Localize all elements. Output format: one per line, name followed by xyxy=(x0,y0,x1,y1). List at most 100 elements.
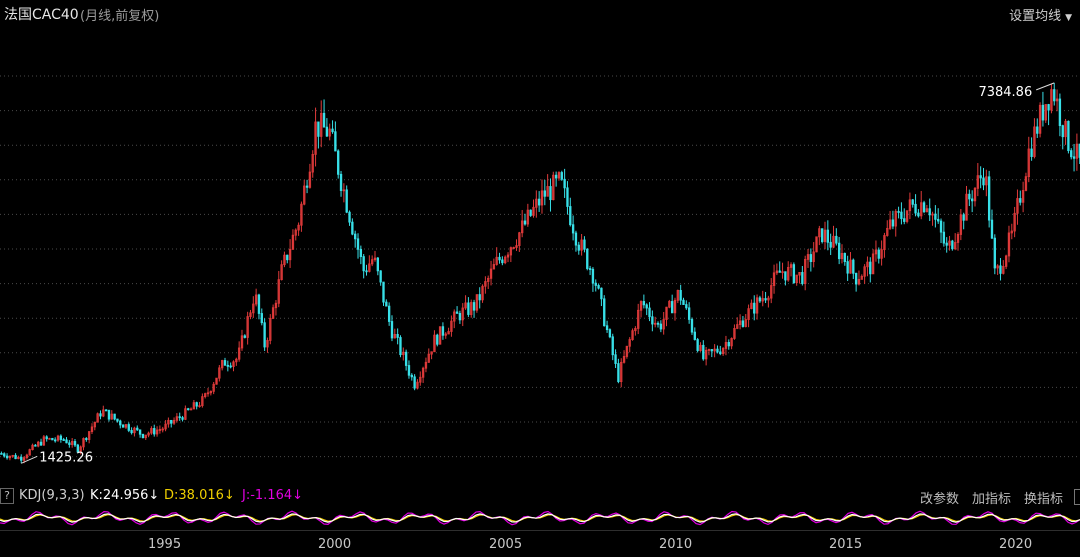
candle-body xyxy=(232,361,235,367)
candle-body xyxy=(283,254,286,266)
candle-body xyxy=(574,232,578,246)
candle-body xyxy=(900,211,903,220)
candle-body xyxy=(648,307,651,318)
candlestick xyxy=(625,345,629,359)
candlestick xyxy=(1047,103,1050,126)
candlestick xyxy=(121,424,125,428)
candlestick xyxy=(453,309,456,329)
candlestick xyxy=(416,379,419,390)
candle-body xyxy=(254,294,258,305)
candle-body xyxy=(546,186,549,197)
candlestick xyxy=(937,208,940,224)
candle-body xyxy=(441,326,445,336)
candlestick xyxy=(362,254,365,279)
candle-body xyxy=(317,121,320,137)
candlestick xyxy=(854,272,858,292)
candlestick xyxy=(755,294,759,320)
candle-body xyxy=(184,408,187,420)
candlestick xyxy=(1055,89,1059,112)
indicator-name[interactable]: KDJ(9,3,3) xyxy=(19,488,85,503)
candlestick xyxy=(673,297,677,321)
candle-body xyxy=(605,325,609,331)
x-tick-label: 2020 xyxy=(999,537,1033,552)
candle-body xyxy=(246,316,249,338)
candlestick xyxy=(588,265,592,276)
candle-body xyxy=(339,173,343,191)
candle-body xyxy=(187,408,190,411)
candlestick xyxy=(549,178,552,212)
candle-body xyxy=(849,259,852,274)
set-moving-average-button[interactable]: 设置均线 ▼ xyxy=(1009,5,1072,24)
candle-body xyxy=(537,198,541,206)
candle-body xyxy=(419,376,422,383)
candle-body xyxy=(269,317,272,341)
candlestick xyxy=(73,439,77,448)
candlestick xyxy=(1002,260,1005,275)
candle-body xyxy=(421,367,425,378)
candle-body xyxy=(552,174,555,201)
candle-body xyxy=(954,242,957,250)
candlestick xyxy=(37,440,40,448)
candlestick xyxy=(28,448,31,456)
x-tick-label: 2010 xyxy=(659,537,693,552)
candle-body xyxy=(1041,104,1045,121)
candle-body xyxy=(837,242,841,260)
candle-body xyxy=(512,247,515,249)
candlestick xyxy=(543,179,546,206)
expand-panel-button[interactable] xyxy=(1074,489,1080,505)
candlestick xyxy=(223,357,227,366)
candlestick xyxy=(659,320,663,333)
candle-body xyxy=(487,277,490,282)
candlestick xyxy=(308,163,312,189)
candle-body xyxy=(492,264,496,270)
candlestick xyxy=(34,444,37,447)
candle-body xyxy=(51,437,54,441)
candle-body xyxy=(342,189,346,192)
help-button[interactable]: ? xyxy=(0,488,14,504)
candlestick xyxy=(1010,223,1013,240)
candle-body xyxy=(484,281,487,287)
candlestick xyxy=(393,328,396,339)
candlestick xyxy=(170,419,173,428)
candle-body xyxy=(549,186,552,201)
kdj-indicator-chart[interactable] xyxy=(0,506,1080,530)
candle-body xyxy=(637,309,640,329)
candle-body xyxy=(942,231,946,244)
candle-body xyxy=(170,419,173,424)
main-candlestick-chart[interactable]: 7384.86 1425.26 xyxy=(0,26,1080,486)
change-params-button[interactable]: 改参数 xyxy=(920,492,960,507)
candlestick xyxy=(167,417,170,428)
candlestick xyxy=(96,412,99,423)
candle-body xyxy=(410,374,413,378)
candlestick xyxy=(891,210,895,230)
candle-body xyxy=(455,311,459,314)
candle-body xyxy=(17,456,20,460)
candlestick xyxy=(744,314,747,328)
candlestick xyxy=(444,332,447,339)
candlestick xyxy=(951,239,954,251)
candlestick xyxy=(540,179,544,214)
candle-body xyxy=(73,441,77,446)
candlestick xyxy=(1038,102,1042,138)
add-indicator-button[interactable]: 加指标 xyxy=(972,492,1012,507)
candlestick xyxy=(407,360,411,379)
candle-body xyxy=(730,338,733,347)
candlestick xyxy=(724,335,728,356)
candle-body xyxy=(622,356,626,363)
candle-body xyxy=(959,214,963,235)
candlestick xyxy=(730,337,733,350)
candle-body xyxy=(495,256,498,265)
candle-body xyxy=(56,435,60,441)
candlestick xyxy=(351,218,354,236)
candle-body xyxy=(65,439,68,444)
candlestick xyxy=(48,437,51,440)
candlestick xyxy=(5,453,9,460)
candlestick xyxy=(1067,120,1070,154)
candle-body xyxy=(385,301,388,307)
candle-body xyxy=(433,334,436,353)
candle-body xyxy=(1072,156,1076,159)
candle-body xyxy=(787,267,790,281)
candlestick xyxy=(693,327,696,341)
switch-indicator-button[interactable]: 换指标 xyxy=(1024,492,1064,507)
candlestick xyxy=(662,311,665,335)
